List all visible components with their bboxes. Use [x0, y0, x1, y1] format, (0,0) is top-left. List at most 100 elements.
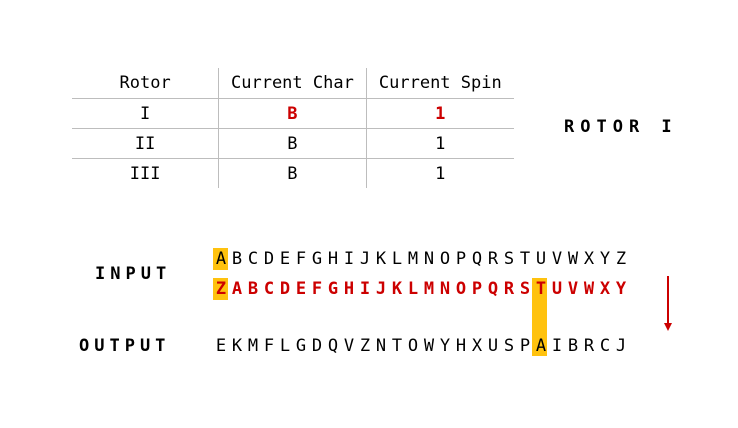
- input-letter: Q: [471, 249, 483, 269]
- output-letter: Z: [359, 336, 371, 356]
- cell-rotor: II: [72, 128, 219, 159]
- rotor-letter: Y: [615, 279, 627, 299]
- rotor-letter: I: [359, 279, 371, 299]
- output-letter: B: [567, 336, 579, 356]
- output-letter: Q: [327, 336, 339, 356]
- cell-rotor: III: [129, 163, 161, 184]
- input-letter: Y: [599, 249, 611, 269]
- table-row: II B 1: [72, 128, 514, 159]
- input-letter: O: [439, 249, 451, 269]
- input-letter: S: [503, 249, 515, 269]
- input-letter: P: [455, 249, 467, 269]
- input-letter: W: [567, 249, 579, 269]
- input-letter: I: [343, 249, 355, 269]
- output-label: OUTPUT: [79, 336, 171, 356]
- rotor-letter: N: [439, 279, 451, 299]
- output-letter: F: [263, 336, 275, 356]
- rotor-highlight: [213, 278, 228, 300]
- cell-spin: 1: [365, 158, 514, 188]
- output-letter: P: [519, 336, 531, 356]
- input-letter: J: [359, 249, 371, 269]
- down-arrow-icon: [664, 276, 672, 331]
- output-letter: H: [455, 336, 467, 356]
- cell-char: B: [218, 98, 367, 129]
- output-letter: C: [599, 336, 611, 356]
- rotor-letter: H: [343, 279, 355, 299]
- input-letter: E: [279, 249, 291, 269]
- rotor-letter: O: [455, 279, 467, 299]
- table-row: III B 1: [72, 158, 514, 188]
- rotor-state-table: Rotor Current Char Current Spin I B 1 II…: [72, 68, 514, 188]
- output-letter: L: [279, 336, 291, 356]
- input-letter: B: [231, 249, 243, 269]
- input-letter: H: [327, 249, 339, 269]
- output-letter: Y: [439, 336, 451, 356]
- input-letter: Z: [615, 249, 627, 269]
- input-letter: A: [215, 249, 227, 269]
- rotor-letter: M: [423, 279, 435, 299]
- output-letter: N: [375, 336, 387, 356]
- input-letter: V: [551, 249, 563, 269]
- rotor-letter: X: [599, 279, 611, 299]
- output-letter: S: [503, 336, 515, 356]
- rotor-letter: L: [407, 279, 419, 299]
- input-label: INPUT: [95, 264, 172, 284]
- rotor-letter: C: [263, 279, 275, 299]
- output-letter: X: [471, 336, 483, 356]
- input-letter: L: [391, 249, 403, 269]
- header-rotor: Rotor: [72, 68, 219, 99]
- input-letter: C: [247, 249, 259, 269]
- input-letter: F: [295, 249, 307, 269]
- rotor-letter: F: [311, 279, 323, 299]
- output-letter: M: [247, 336, 259, 356]
- input-letter: R: [487, 249, 499, 269]
- output-letter: J: [615, 336, 627, 356]
- output-letter: E: [215, 336, 227, 356]
- output-letter: V: [343, 336, 355, 356]
- output-letter: T: [391, 336, 403, 356]
- rotor-letter: J: [375, 279, 387, 299]
- rotor-letter: S: [519, 279, 531, 299]
- rotor-letter: P: [471, 279, 483, 299]
- rotor-letter: B: [247, 279, 259, 299]
- output-letter: A: [535, 336, 547, 356]
- cell-rotor: I: [72, 98, 219, 129]
- header-current-spin: Current Spin: [365, 68, 514, 99]
- cell-char: B: [218, 128, 367, 159]
- output-letter: U: [487, 336, 499, 356]
- rotor-letter: E: [295, 279, 307, 299]
- output-letter: R: [583, 336, 595, 356]
- rotor-letter: D: [279, 279, 291, 299]
- input-letter: M: [407, 249, 419, 269]
- rotor-letter: A: [231, 279, 243, 299]
- rotor-letter: Z: [215, 279, 227, 299]
- header-current-char: Current Char: [218, 68, 367, 99]
- output-letter: K: [231, 336, 243, 356]
- input-letter: D: [263, 249, 275, 269]
- output-letter: O: [407, 336, 419, 356]
- input-letter: G: [311, 249, 323, 269]
- rotor-letter: Q: [487, 279, 499, 299]
- output-letter: G: [295, 336, 307, 356]
- input-letter: T: [519, 249, 531, 269]
- cell-spin: 1: [365, 98, 514, 129]
- column-highlight: [532, 278, 547, 356]
- rotor-letter: W: [583, 279, 595, 299]
- input-letter: X: [583, 249, 595, 269]
- input-letter: K: [375, 249, 387, 269]
- rotor-letter: V: [567, 279, 579, 299]
- rotor-title: ROTOR I: [564, 117, 678, 137]
- rotor-letter: G: [327, 279, 339, 299]
- table-header-row: Rotor Current Char Current Spin: [72, 68, 514, 99]
- output-letter: W: [423, 336, 435, 356]
- input-letter: U: [535, 249, 547, 269]
- input-letter: N: [423, 249, 435, 269]
- cell-char: B: [218, 158, 367, 188]
- rotor-letter: R: [503, 279, 515, 299]
- output-letter: I: [551, 336, 563, 356]
- cell-spin: 1: [365, 128, 514, 159]
- table-row: I B 1: [72, 98, 514, 129]
